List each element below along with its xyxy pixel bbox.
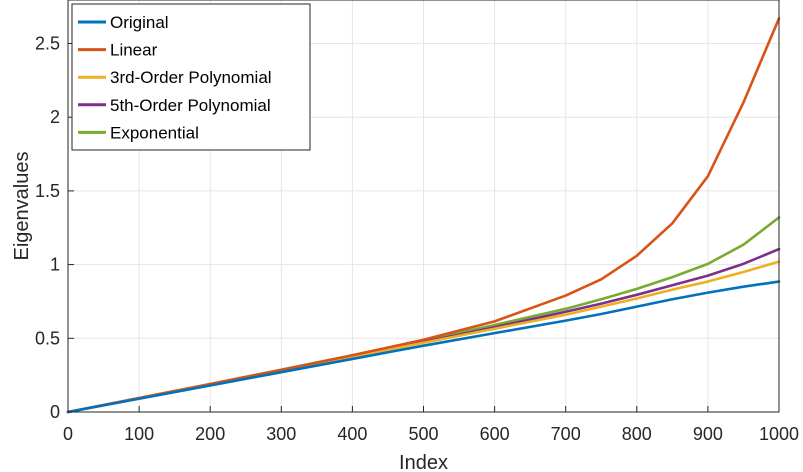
legend-label-linear: Linear bbox=[110, 41, 158, 60]
ticks bbox=[67, 43, 780, 413]
x-tick-label: 100 bbox=[124, 424, 154, 444]
x-tick-label: 800 bbox=[622, 424, 652, 444]
tick-labels: 0 100 200 300 400 500 600 700 800 900 1000 0 0.5 1 1.5… bbox=[35, 34, 799, 445]
series-line-linear bbox=[66, 17, 781, 414]
y-tick-label: 0 bbox=[50, 402, 60, 422]
legend-label-5th-order-polynomial: 5th-Order Polynomial bbox=[110, 96, 271, 115]
legend-label-original: Original bbox=[110, 13, 169, 32]
x-tick-label: 0 bbox=[63, 424, 73, 444]
x-tick-label: 600 bbox=[480, 424, 510, 444]
x-axis-title: Index bbox=[399, 452, 448, 472]
legend: Original Linear 3rd-Order Polynomial 5th-Or… bbox=[71, 3, 311, 151]
y-tick-label: 2.5 bbox=[35, 34, 60, 54]
legend-label-exponential: Exponential bbox=[110, 123, 199, 142]
series-layer bbox=[66, 17, 781, 414]
x-tick-label: 200 bbox=[195, 424, 225, 444]
y-axis-title: Eigenvalues bbox=[11, 152, 33, 261]
x-tick-label: 700 bbox=[551, 424, 581, 444]
series-line-original bbox=[66, 280, 781, 414]
legend-label-3rd-order-polynomial: 3rd-Order Polynomial bbox=[110, 68, 272, 87]
y-tick-label: 1.5 bbox=[35, 181, 60, 201]
y-tick-label: 0.5 bbox=[35, 328, 60, 348]
y-tick-label: 2 bbox=[50, 107, 60, 127]
legend-box bbox=[71, 3, 311, 151]
x-tick-label: 300 bbox=[266, 424, 296, 444]
x-tick-label: 500 bbox=[408, 424, 438, 444]
x-tick-label: 900 bbox=[693, 424, 723, 444]
x-tick-label: 400 bbox=[337, 424, 367, 444]
x-tick-label: 1000 bbox=[759, 424, 799, 444]
y-tick-label: 1 bbox=[50, 255, 60, 275]
